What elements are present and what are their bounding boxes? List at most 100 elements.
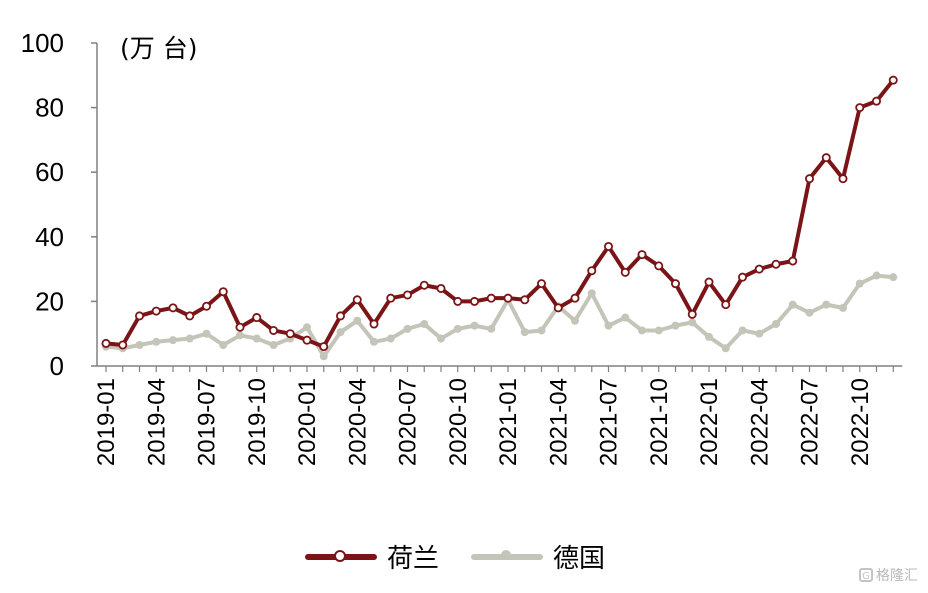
data-point <box>604 321 613 330</box>
data-point <box>738 326 747 335</box>
data-point <box>688 318 697 327</box>
data-point <box>872 271 881 280</box>
x-tick-label: 2021-10 <box>646 378 673 466</box>
data-point <box>671 321 680 330</box>
data-point <box>839 303 847 312</box>
x-tick-label: 2019-04 <box>143 378 170 466</box>
x-axis: 2019-01 2019-04 2019-07 2019-10 2020-01 2020-… <box>93 365 903 466</box>
data-point <box>637 250 647 260</box>
unit-label: (万 台) <box>120 34 197 63</box>
x-tick-label: 2020-10 <box>445 378 472 466</box>
data-point <box>705 332 713 341</box>
data-point <box>185 311 195 321</box>
data-point <box>671 279 681 289</box>
data-point <box>520 328 529 337</box>
data-point <box>620 267 630 277</box>
data-point <box>638 326 646 335</box>
data-point <box>252 313 262 323</box>
data-point <box>302 335 312 345</box>
data-point <box>353 316 362 325</box>
x-tick-label: 2019-07 <box>194 378 221 466</box>
data-point <box>738 272 748 282</box>
data-point <box>772 320 780 329</box>
data-point <box>285 329 295 339</box>
data-point <box>687 309 697 319</box>
watermark-text: 格隆汇 <box>876 568 918 584</box>
data-point <box>805 308 814 317</box>
x-tick-label: 2021-07 <box>596 378 623 466</box>
y-tick-label: 100 <box>21 28 64 58</box>
data-point <box>152 337 161 346</box>
data-point <box>537 326 546 335</box>
data-point <box>319 352 328 361</box>
data-point <box>453 324 462 333</box>
data-point <box>486 293 496 303</box>
data-point <box>889 273 898 282</box>
data-point <box>151 306 161 316</box>
data-point <box>821 153 831 163</box>
data-point <box>571 316 579 325</box>
data-point <box>202 329 211 338</box>
data-point <box>587 289 596 298</box>
series-layer <box>101 75 898 361</box>
legend-swatch-netherlands <box>305 549 377 562</box>
data-point <box>370 337 378 346</box>
data-point <box>654 261 664 271</box>
data-point <box>721 344 730 353</box>
data-point <box>855 279 864 288</box>
series-netherlands <box>101 75 898 352</box>
x-tick-label: 2021-04 <box>545 378 572 466</box>
legend-item-germany: 德国 <box>471 538 605 575</box>
data-point <box>888 75 898 85</box>
x-tick-label: 2019-01 <box>93 378 120 466</box>
data-point <box>437 334 445 343</box>
data-point <box>402 290 412 300</box>
data-point <box>134 311 144 321</box>
x-tick-label: 2020-07 <box>395 378 422 466</box>
data-point <box>319 342 329 352</box>
legend-item-netherlands: 荷兰 <box>305 538 439 575</box>
data-point <box>219 341 228 350</box>
data-point <box>169 336 177 345</box>
watermark: G 格隆汇 <box>859 565 918 585</box>
x-tick-label: 2021-01 <box>495 378 522 466</box>
data-point <box>436 283 446 293</box>
data-point <box>386 334 395 343</box>
data-point <box>101 338 111 348</box>
data-point <box>185 334 194 343</box>
x-tick-label: 2022-10 <box>847 378 874 466</box>
data-point <box>537 279 547 289</box>
data-point <box>838 174 848 184</box>
x-tick-label: 2022-07 <box>797 378 824 466</box>
y-tick-label: 40 <box>35 222 64 252</box>
legend-swatch-germany <box>471 549 544 560</box>
data-point <box>236 331 244 340</box>
legend-label-germany: 德国 <box>553 544 606 574</box>
data-point <box>788 256 798 266</box>
data-point <box>520 295 530 305</box>
data-point <box>621 313 630 322</box>
data-point <box>704 277 714 287</box>
data-point <box>218 287 228 297</box>
data-point <box>855 103 865 113</box>
data-point <box>487 324 496 333</box>
data-point <box>269 341 278 350</box>
g-logo-icon: G <box>859 568 873 582</box>
data-point <box>587 266 597 276</box>
data-point <box>420 320 429 329</box>
x-tick-label: 2020-04 <box>344 378 371 466</box>
x-tick-label: 2022-04 <box>746 378 773 466</box>
x-tick-label: 2019-10 <box>244 378 271 466</box>
data-point <box>503 293 513 303</box>
data-point <box>453 296 463 306</box>
data-point <box>771 259 781 269</box>
y-axis: 0 20 40 60 80 100 <box>21 28 98 381</box>
y-tick-label: 80 <box>35 93 64 123</box>
legend-label-netherlands: 荷兰 <box>387 544 440 574</box>
data-point <box>654 326 663 335</box>
data-point <box>201 301 211 311</box>
x-tick-label: 2022-01 <box>696 378 723 466</box>
data-point <box>754 264 764 274</box>
y-tick-label: 60 <box>35 157 64 187</box>
